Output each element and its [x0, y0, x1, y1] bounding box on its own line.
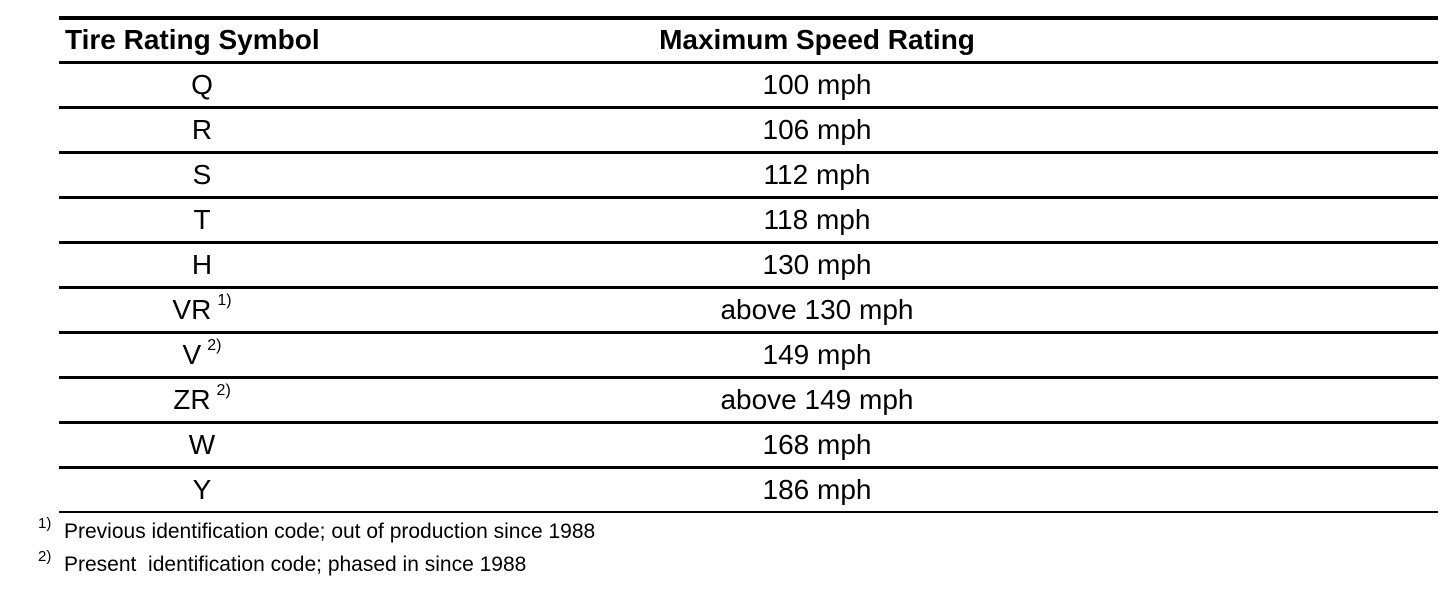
footnote-2-text: Present identification code; phased in s…	[64, 553, 527, 576]
tire-symbol-cell: Q	[59, 62, 345, 109]
tire-symbol: R	[191, 113, 213, 145]
speed-cell: 100 mph	[345, 62, 1289, 109]
speed-value: 100 mph	[762, 68, 872, 100]
speed-value: 106 mph	[762, 113, 872, 145]
tire-symbol-cell: H	[59, 242, 345, 289]
maximum-speed-rating-header: Maximum Speed Rating	[345, 18, 1289, 64]
tire-symbol: Y	[192, 473, 212, 505]
tire-symbol: H	[191, 248, 213, 280]
speed-value: 186 mph	[762, 473, 872, 505]
tire-symbol-cell: ZR 2)	[59, 377, 345, 424]
speed-value: 149 mph	[762, 338, 872, 370]
symbol-footnote-ref: 2)	[207, 337, 222, 355]
table-row: V 2) 149 mph	[59, 332, 1438, 379]
tire-symbol-cell: T	[59, 197, 345, 244]
spacer-cell	[1289, 197, 1438, 244]
tire-rating-symbol-header: Tire Rating Symbol	[59, 18, 345, 64]
symbol-footnote-ref: 1)	[217, 292, 232, 310]
table-row: Y 186 mph	[59, 467, 1438, 513]
speed-cell: 149 mph	[345, 332, 1289, 379]
spacer-cell	[1289, 332, 1438, 379]
footnotes: 1) Previous identification code; out of p…	[38, 512, 595, 578]
speed-value: above 149 mph	[720, 383, 914, 415]
table-row: T 118 mph	[59, 197, 1438, 244]
speed-value: above 130 mph	[720, 293, 914, 325]
tire-symbol-cell: W	[59, 422, 345, 469]
table-header-row: Tire Rating Symbol Maximum Speed Rating	[59, 18, 1438, 64]
tire-symbol: T	[193, 203, 211, 235]
speed-value: 112 mph	[763, 158, 871, 190]
tire-symbol-cell: S	[59, 152, 345, 199]
tire-symbol: V	[182, 338, 202, 370]
tire-symbol: S	[192, 158, 212, 190]
speed-value: 118 mph	[763, 203, 871, 235]
table-row: R 106 mph	[59, 107, 1438, 154]
tire-symbol-cell: VR 1)	[59, 287, 345, 334]
table-row: VR 1) above 130 mph	[59, 287, 1438, 334]
footnote-1-marker: 1)	[38, 515, 52, 532]
footnote-1-text: Previous identification code; out of pro…	[64, 520, 596, 543]
speed-cell: 112 mph	[345, 152, 1289, 199]
spacer-cell	[1289, 107, 1438, 154]
spacer-cell	[1289, 467, 1438, 513]
speed-cell: 186 mph	[345, 467, 1289, 513]
speed-cell: 168 mph	[345, 422, 1289, 469]
footnote-2-marker: 2)	[38, 548, 52, 565]
speed-cell: above 149 mph	[345, 377, 1289, 424]
spacer-cell	[1289, 377, 1438, 424]
spacer-cell	[1289, 422, 1438, 469]
footnote-2: 2) Present identification code; phased in…	[38, 545, 595, 578]
tire-speed-rating-table: Tire Rating Symbol Maximum Speed Rating …	[59, 16, 1438, 513]
speed-cell: above 130 mph	[345, 287, 1289, 334]
table-row: ZR 2) above 149 mph	[59, 377, 1438, 424]
spacer-cell	[1289, 62, 1438, 109]
symbol-footnote-ref: 2)	[216, 382, 231, 400]
table-row: S 112 mph	[59, 152, 1438, 199]
speed-value: 168 mph	[762, 428, 872, 460]
spacer-cell	[1289, 242, 1438, 289]
tire-symbol-cell: R	[59, 107, 345, 154]
speed-cell: 130 mph	[345, 242, 1289, 289]
tire-symbol: VR	[172, 293, 212, 325]
tire-symbol: Q	[191, 68, 213, 100]
speed-cell: 118 mph	[345, 197, 1289, 244]
tire-symbol: W	[188, 428, 216, 460]
speed-cell: 106 mph	[345, 107, 1289, 154]
header-spacer-cell	[1289, 18, 1438, 64]
speed-value: 130 mph	[762, 248, 872, 280]
tire-symbol-cell: Y	[59, 467, 345, 513]
footnote-1: 1) Previous identification code; out of p…	[38, 512, 595, 545]
table-row: W 168 mph	[59, 422, 1438, 469]
tire-symbol: ZR	[173, 383, 211, 415]
tire-symbol-cell: V 2)	[59, 332, 345, 379]
table-row: H 130 mph	[59, 242, 1438, 289]
table-row: Q 100 mph	[59, 62, 1438, 109]
spacer-cell	[1289, 152, 1438, 199]
spacer-cell	[1289, 287, 1438, 334]
